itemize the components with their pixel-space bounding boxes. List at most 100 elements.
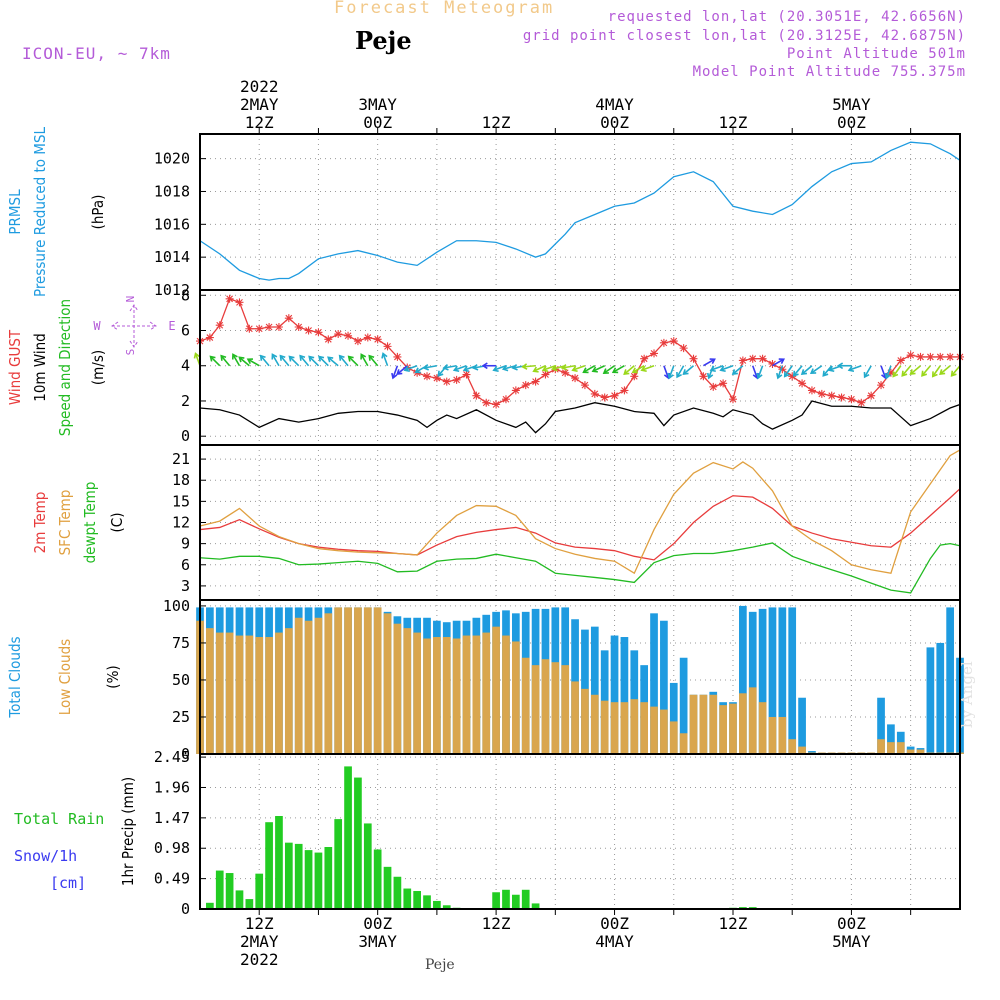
bar-low-clouds — [916, 749, 925, 754]
bar-total-clouds — [669, 682, 678, 754]
wind-arrow — [641, 364, 655, 371]
top-time-label: 12Z — [482, 113, 511, 132]
top-time-label: 3MAY — [358, 95, 397, 114]
y-tick-label: 6 — [181, 556, 190, 574]
gust-marker — [916, 352, 925, 361]
gust-marker — [472, 391, 481, 400]
wind-arrowhead — [909, 369, 916, 376]
bar-low-clouds — [531, 665, 540, 754]
wind-arrow — [209, 355, 221, 367]
bar-total-clouds — [748, 611, 757, 754]
wind-arrowhead — [347, 355, 354, 362]
wind-arrowhead — [422, 364, 430, 371]
wind-arrow — [368, 355, 379, 367]
bar-low-clouds — [383, 613, 392, 754]
gust-marker — [788, 372, 797, 381]
wind-arrow — [404, 364, 418, 371]
wind-arrowhead — [901, 370, 908, 377]
top-time-label: 4MAY — [595, 95, 634, 114]
gust-marker — [946, 352, 955, 361]
wind-arrowhead — [623, 369, 630, 376]
bar-low-clouds — [324, 613, 333, 754]
bar-low-clouds — [640, 702, 649, 754]
wind-arrow — [260, 355, 270, 367]
gust-marker — [827, 391, 836, 400]
bar-low-clouds — [294, 617, 303, 754]
bar-low-clouds — [304, 620, 313, 754]
top-time-label: 12Z — [719, 113, 748, 132]
wind-arrow — [592, 365, 606, 372]
wind-arrow — [533, 365, 546, 372]
wind-arrow — [757, 365, 764, 379]
bottom-time-label: 2MAY — [240, 932, 279, 951]
gust-marker — [561, 368, 570, 377]
line-dewpt-temp — [199, 542, 961, 594]
point-altitude: Point Altitude 501m — [786, 46, 966, 62]
bar-low-clouds — [719, 705, 727, 754]
bar-low-clouds — [581, 688, 589, 754]
wind-arrowhead — [756, 372, 763, 380]
wind-arrowhead — [892, 371, 899, 378]
bar-total-clouds — [660, 620, 668, 754]
y-tick-label: 0 — [181, 745, 190, 763]
requested-coords: requested lon,lat (20.3051E, 42.6656N) — [607, 9, 966, 25]
wind-arrow — [632, 365, 645, 373]
panel-side-label: (C) — [108, 513, 126, 533]
gust-marker — [867, 391, 876, 400]
bar-low-clouds — [551, 662, 560, 754]
wind-arrow — [318, 355, 329, 367]
panel-side-label: (m/s) — [89, 350, 107, 385]
gust-marker — [640, 354, 649, 363]
wind-arrowhead — [783, 371, 790, 378]
wind-arrowhead — [452, 365, 460, 373]
wind-arrow — [348, 355, 359, 367]
wind-arrow — [663, 365, 670, 379]
top-time-label: 2MAY — [240, 95, 279, 114]
bar-total-rain — [502, 889, 510, 909]
gust-marker — [768, 359, 777, 368]
gust-marker — [363, 333, 372, 342]
bar-total-rain — [363, 823, 372, 909]
wind-arrowhead — [827, 365, 835, 373]
bar-low-clouds — [571, 681, 579, 754]
gust-marker — [669, 337, 678, 346]
wind-arrow — [454, 364, 467, 371]
bar-low-clouds — [215, 632, 224, 754]
top-time-label: 12Z — [245, 113, 274, 132]
bar-low-clouds — [433, 637, 441, 754]
panel-side-label: Pressure Reduced to MSL — [31, 126, 49, 297]
wind-arrowhead — [299, 354, 306, 361]
wind-arrowhead — [709, 358, 716, 365]
line-2m-temp — [199, 488, 961, 561]
wind-arrowhead — [602, 368, 609, 375]
gust-marker — [225, 294, 234, 303]
bar-low-clouds — [521, 657, 530, 754]
bar-low-clouds — [689, 694, 698, 754]
bar-low-clouds — [245, 635, 254, 754]
bar-low-clouds — [768, 716, 777, 754]
gust-marker — [541, 370, 550, 379]
wind-arrowhead — [403, 365, 410, 373]
compass-north: N — [124, 296, 137, 303]
gust-marker — [432, 374, 441, 383]
wind-arrow — [232, 354, 241, 367]
panel-side-label: (hPa) — [89, 195, 107, 230]
gust-marker — [571, 374, 580, 383]
gust-marker — [580, 381, 589, 390]
wind-arrow — [279, 355, 290, 367]
bar-low-clouds — [363, 607, 372, 754]
bar-total-rain — [225, 873, 234, 909]
gust-marker — [798, 379, 807, 388]
wind-arrow — [901, 365, 912, 377]
legend-snow-unit: [cm] — [50, 874, 86, 892]
wind-arrow — [751, 365, 758, 379]
wind-arrowhead — [220, 354, 227, 361]
top-time-label: 00Z — [837, 113, 866, 132]
wind-arrowhead — [368, 354, 375, 361]
gust-marker — [324, 335, 333, 344]
gust-marker — [373, 335, 382, 344]
wind-arrow — [668, 365, 675, 379]
gust-marker — [205, 333, 214, 342]
gust-marker — [492, 400, 501, 409]
wind-arrowhead — [931, 371, 938, 378]
